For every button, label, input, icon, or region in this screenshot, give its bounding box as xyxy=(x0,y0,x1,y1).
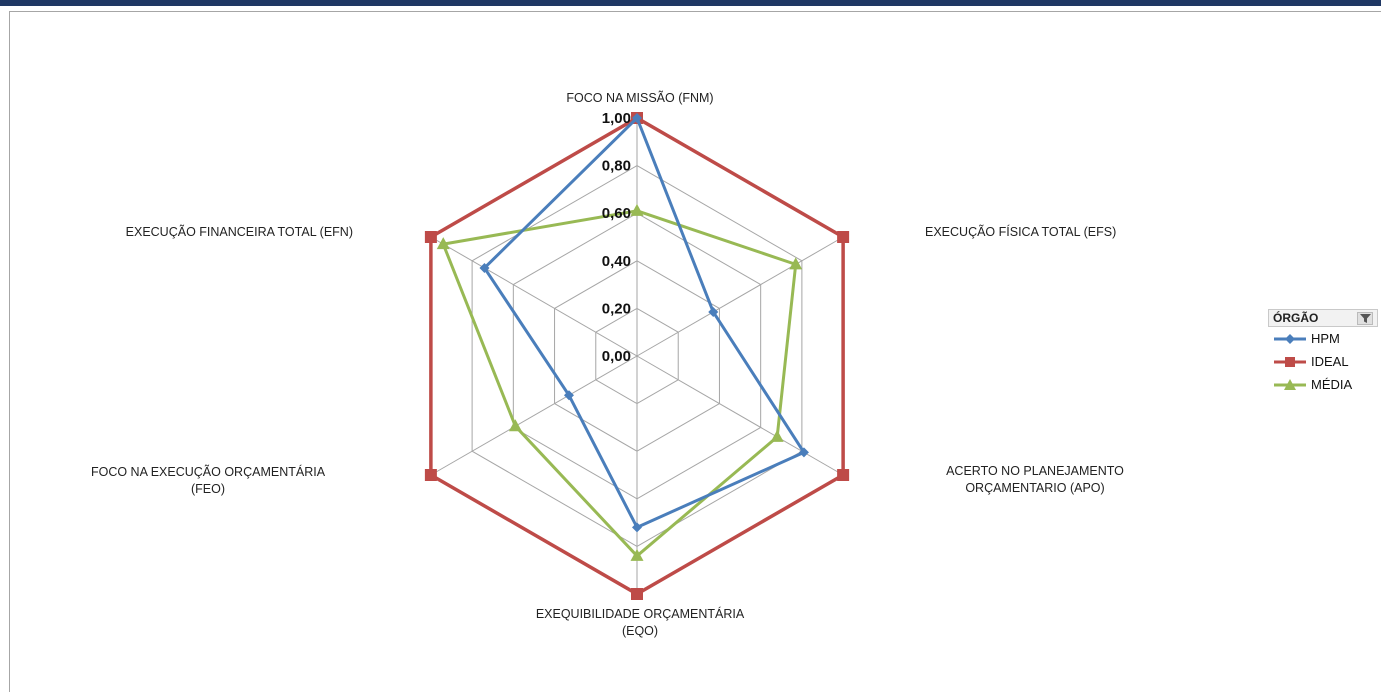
point-hpm-4[interactable] xyxy=(563,390,574,401)
legend-label-hpm: HPM xyxy=(1311,331,1340,346)
filter-icon[interactable] xyxy=(1357,311,1373,325)
top-bar xyxy=(0,0,1381,6)
point-media-5[interactable] xyxy=(436,237,450,250)
tick-label-3: 0,60 xyxy=(602,205,631,222)
point-ideal-4[interactable] xyxy=(424,469,437,481)
point-hpm-1[interactable] xyxy=(708,306,719,317)
point-media-1[interactable] xyxy=(789,257,803,270)
legend-label-ideal: IDEAL xyxy=(1311,354,1349,369)
axis-label-1: EXECUÇÃO FÍSICA TOTAL (EFS) xyxy=(925,224,1116,239)
legend-swatch-hpm xyxy=(1274,333,1306,344)
point-ideal-1[interactable] xyxy=(837,231,850,243)
axis-label-layer: FOCO NA MISSÃO (FNM) EXECUÇÃO FÍSICA TOTA… xyxy=(91,91,1124,638)
point-ideal-2[interactable] xyxy=(837,469,850,481)
axis-label-0: FOCO NA MISSÃO (FNM) xyxy=(566,91,713,105)
legend-title: ÓRGÃO xyxy=(1273,311,1319,325)
spoke-1 xyxy=(636,236,844,357)
axis-label-4: FOCO NA EXECUÇÃO ORÇAMENTÁRIA (FEO) xyxy=(91,464,326,496)
point-media-2[interactable] xyxy=(770,429,784,442)
spoke-4 xyxy=(430,355,638,476)
tick-label-2: 0,40 xyxy=(602,253,631,270)
point-media-3[interactable] xyxy=(630,548,644,561)
legend-item-hpm[interactable]: HPM xyxy=(1268,327,1378,350)
point-hpm-5[interactable] xyxy=(479,262,490,273)
legend-header[interactable]: ÓRGÃO xyxy=(1268,309,1378,327)
tick-label-0: 0,00 xyxy=(602,348,631,365)
axis-label-2: ACERTO NO PLANEJAMENTO ORÇAMENTARIO (APO) xyxy=(946,464,1124,495)
point-hpm-3[interactable] xyxy=(632,522,642,533)
tick-layer: 0,00 0,20 0,40 0,60 0,80 1,00 xyxy=(602,110,631,365)
chart-frame xyxy=(9,11,1381,692)
series-layer xyxy=(424,112,850,600)
tick-label-5: 1,00 xyxy=(602,110,631,127)
point-media-4[interactable] xyxy=(508,419,522,432)
axis-label-5: EXECUÇÃO FINANCEIRA TOTAL (EFN) xyxy=(126,225,353,239)
legend-swatch-ideal xyxy=(1274,356,1306,367)
legend[interactable]: ÓRGÃO HPM IDEAL MÉDIA xyxy=(1268,309,1378,396)
spoke-5 xyxy=(430,236,638,357)
legend-swatch-media xyxy=(1274,378,1306,390)
tick-label-1: 0,20 xyxy=(602,300,631,317)
legend-item-ideal[interactable]: IDEAL xyxy=(1268,350,1378,373)
point-ideal-5[interactable] xyxy=(424,231,437,243)
spoke-2 xyxy=(636,355,844,476)
legend-items: HPM IDEAL MÉDIA xyxy=(1268,327,1378,396)
legend-label-media: MÉDIA xyxy=(1311,377,1353,392)
point-hpm-0[interactable] xyxy=(632,113,642,123)
axis-label-3: EXEQUIBILIDADE ORÇAMENTÁRIA (EQO) xyxy=(536,606,745,638)
point-media-0[interactable] xyxy=(630,203,644,216)
tick-label-4: 0,80 xyxy=(602,158,631,175)
point-hpm-2[interactable] xyxy=(798,447,809,458)
point-ideal-3[interactable] xyxy=(631,588,643,600)
legend-item-media[interactable]: MÉDIA xyxy=(1268,373,1378,396)
